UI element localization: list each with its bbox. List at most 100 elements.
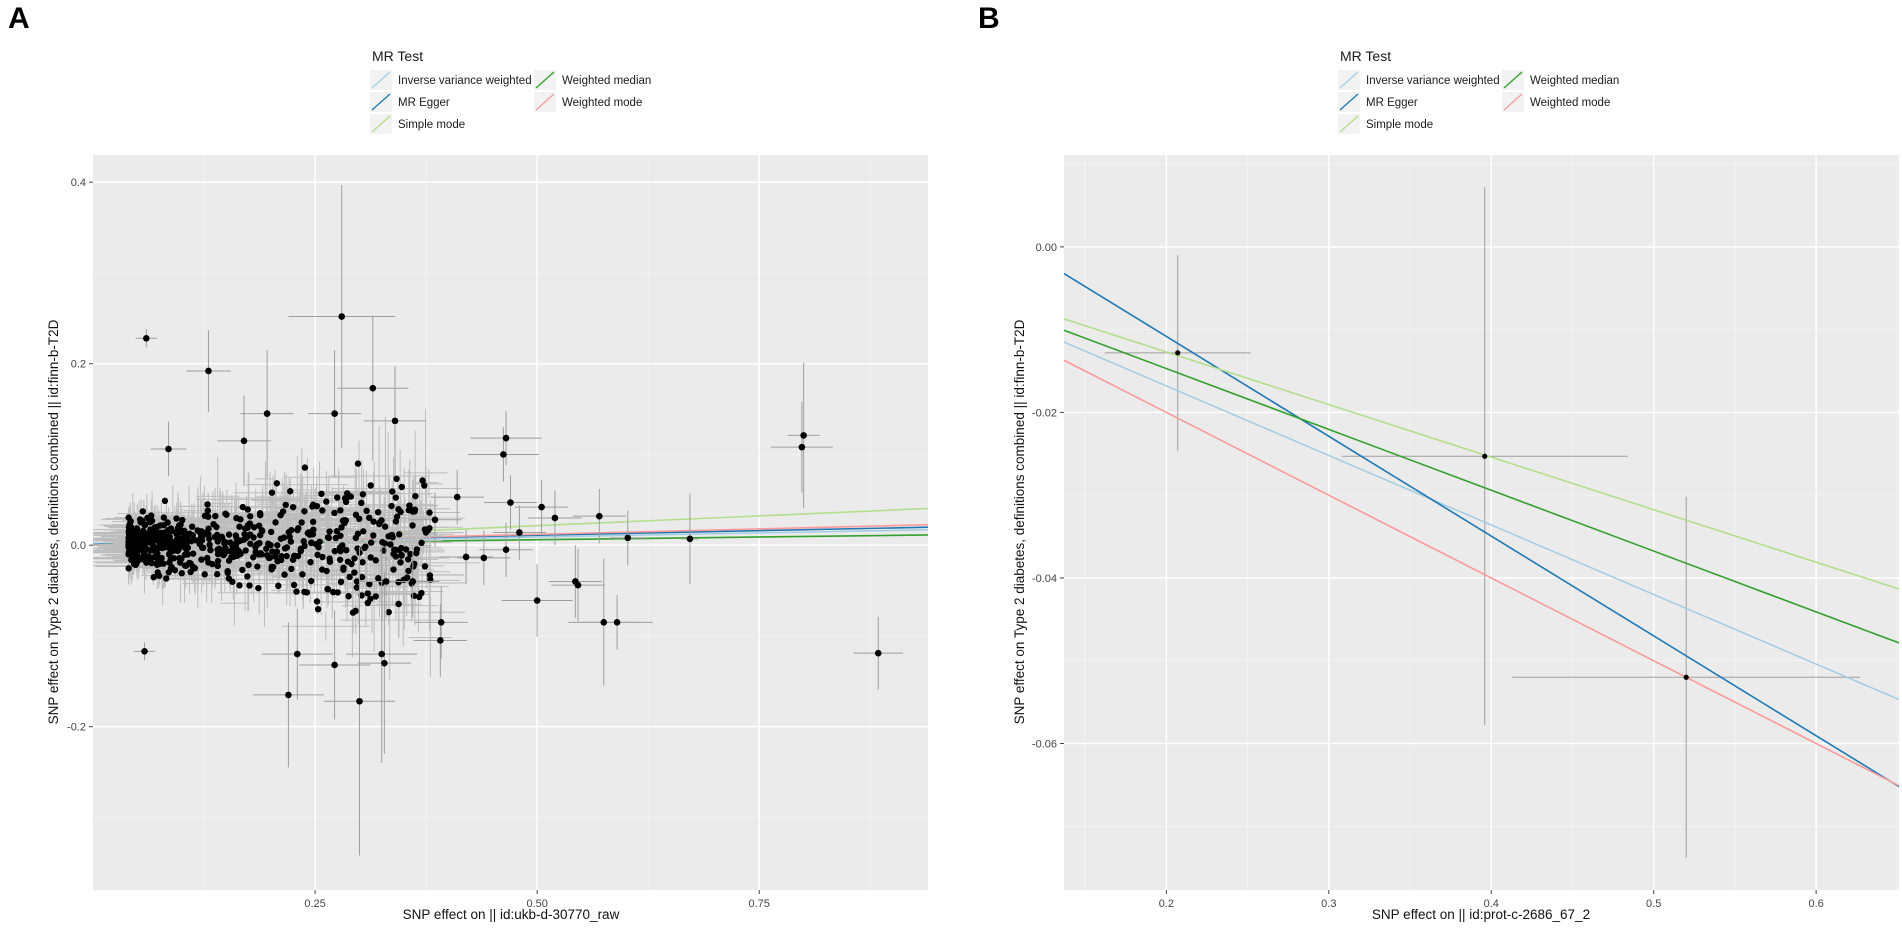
snp-cloud-point <box>189 550 197 557</box>
snp-cloud-point <box>250 524 258 531</box>
snp-cloud-point <box>134 556 142 564</box>
snp-point <box>240 437 248 445</box>
snp-point <box>285 691 292 699</box>
snp-cloud-point <box>173 515 180 522</box>
snp-cloud-point <box>255 522 263 529</box>
snp-cloud-point <box>246 513 254 520</box>
snp-cloud-point <box>372 593 379 600</box>
snp-cloud-point <box>343 546 350 554</box>
snp-point <box>382 578 390 585</box>
snp-cloud-point <box>289 503 297 511</box>
x-tick-label: 0.50 <box>526 898 547 910</box>
snp-point <box>516 529 523 536</box>
snp-cloud-point <box>176 559 184 566</box>
snp-cloud-point <box>165 551 173 558</box>
snp-cloud-point <box>426 572 434 579</box>
snp-cloud-point <box>205 535 213 543</box>
snp-cloud-point <box>323 498 330 505</box>
snp-cloud-point <box>204 507 212 514</box>
snp-cloud-point <box>326 558 334 565</box>
snp-cloud-point <box>236 582 243 589</box>
snp-cloud-point <box>178 570 185 577</box>
snp-cloud-point <box>283 552 290 560</box>
legend-swatch-simple-mode <box>371 115 391 133</box>
snp-cloud-point <box>336 556 344 563</box>
y-tick-label: 0.00 <box>1036 242 1057 254</box>
snp-cloud-point <box>198 556 205 563</box>
snp-cloud-point <box>178 535 185 542</box>
snp-cloud-point <box>151 553 158 561</box>
snp-cloud-point <box>418 539 425 547</box>
snp-cloud-point <box>184 544 192 552</box>
snp-cloud-point <box>140 550 148 558</box>
snp-cloud-point <box>230 553 238 560</box>
snp-cloud-point <box>246 582 253 589</box>
snp-cloud-point <box>166 544 173 551</box>
legend-label-simple-mode: Simple mode <box>1366 119 1433 131</box>
legend-label-egger: MR Egger <box>398 97 450 109</box>
snp-cloud-point <box>127 547 135 554</box>
snp-cloud-point <box>288 565 295 573</box>
snp-cloud-point <box>236 523 243 530</box>
snp-cloud-point <box>405 567 412 575</box>
snp-cloud-point <box>313 502 321 510</box>
snp-cloud-point <box>210 520 217 528</box>
snp-cloud-point <box>353 578 361 585</box>
snp-point <box>551 514 559 522</box>
snp-cloud-point <box>274 558 281 565</box>
snp-cloud-point <box>397 508 404 516</box>
snp-cloud-point <box>186 530 193 537</box>
legend-label-ivw: Inverse variance weighted <box>1366 75 1500 87</box>
panel-a-letter: A <box>8 2 30 35</box>
snp-cloud-point <box>390 550 397 558</box>
snp-point <box>141 648 148 655</box>
snp-cloud-point <box>268 489 276 496</box>
snp-cloud-point <box>358 592 365 599</box>
snp-point <box>369 384 377 392</box>
snp-cloud-point <box>323 567 330 575</box>
snp-point <box>294 650 301 658</box>
snp-cloud-point <box>163 531 170 538</box>
snp-cloud-point <box>165 569 173 576</box>
panel-b-plot-background <box>1064 155 1899 890</box>
panel-b-letter: B <box>978 2 1000 35</box>
snp-cloud-point <box>364 590 371 597</box>
snp-cloud-point <box>331 547 339 555</box>
snp-cloud-point <box>250 554 257 561</box>
snp-cloud-point <box>207 546 214 554</box>
snp-point <box>613 619 621 626</box>
snp-point <box>431 516 439 524</box>
snp-cloud-point <box>307 558 314 566</box>
snp-cloud-point <box>133 525 141 532</box>
snp-point <box>574 581 582 589</box>
snp-cloud-point <box>308 577 315 585</box>
snp-cloud-point <box>269 548 276 555</box>
snp-cloud-point <box>213 571 221 578</box>
snp-cloud-point <box>160 560 167 567</box>
snp-cloud-point <box>331 509 338 517</box>
snp-cloud-point <box>257 531 264 539</box>
snp-point <box>437 619 445 626</box>
snp-cloud-point <box>141 521 149 529</box>
snp-point <box>1683 674 1689 680</box>
snp-cloud-point <box>393 475 400 483</box>
snp-cloud-point <box>206 541 213 549</box>
snp-cloud-point <box>388 502 395 510</box>
snp-point <box>596 512 603 520</box>
snp-cloud-point <box>275 582 282 590</box>
snp-cloud-point <box>404 556 412 563</box>
panel-b-ticks: 0.2 0.3 0.4 0.5 0.6 -0.06 -0.04 -0.02 0.00 <box>1032 242 1824 910</box>
snp-cloud-point <box>205 525 212 532</box>
snp-cloud-point <box>244 524 251 531</box>
snp-cloud-point <box>351 569 358 576</box>
legend-label-simple-mode: Simple mode <box>398 119 465 131</box>
snp-cloud-point <box>204 513 212 520</box>
snp-cloud-point <box>337 507 344 514</box>
panel-a-ticks: 0.25 0.50 0.75 -0.2 0.0 0.2 0.4 <box>67 177 770 910</box>
legend-title: MR Test <box>1340 48 1391 64</box>
legend-swatch-ivw <box>371 71 391 89</box>
snp-cloud-point <box>163 575 170 582</box>
panel-a-y-axis-title: SNP effect on Type 2 diabetes, definitio… <box>46 319 61 724</box>
panel-b-snp-points <box>1175 350 1689 680</box>
snp-cloud-point <box>349 609 357 616</box>
